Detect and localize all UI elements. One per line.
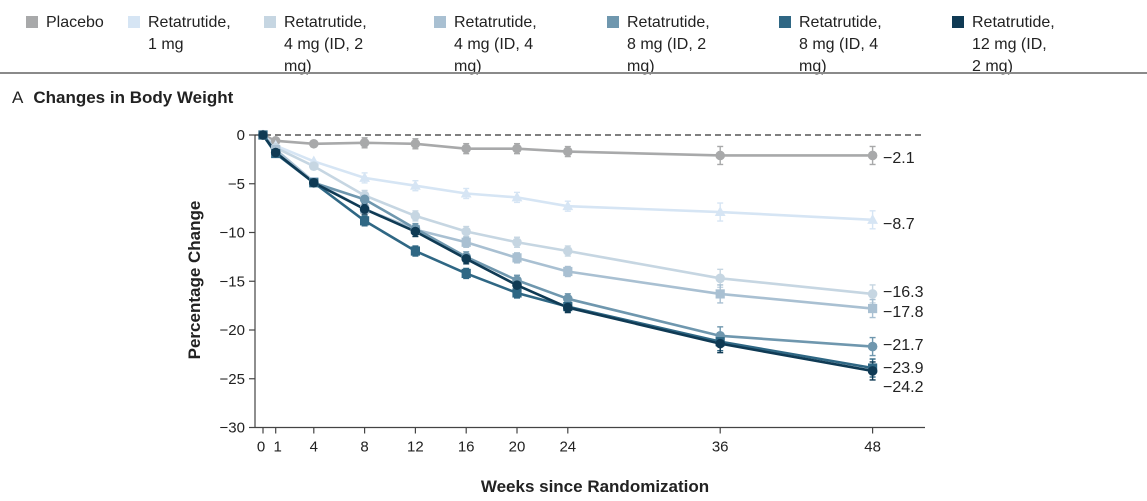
y-tick-label: −15 [220, 273, 245, 290]
data-point [511, 191, 523, 202]
data-point [867, 289, 878, 299]
series-line [261, 134, 873, 348]
legend-swatch [607, 16, 619, 28]
series-line [262, 133, 873, 157]
end-value-label: −16.3 [883, 284, 924, 301]
data-point [715, 273, 725, 284]
end-value-label: −2.1 [883, 150, 915, 167]
x-tick-label: 36 [712, 439, 729, 456]
y-tick-label: −25 [220, 371, 245, 388]
data-point [867, 341, 878, 352]
data-point [512, 237, 522, 248]
data-point [258, 130, 268, 140]
data-point [715, 289, 725, 299]
data-point [867, 214, 878, 224]
data-point [270, 147, 281, 158]
data-point [360, 216, 370, 226]
data-point [359, 172, 370, 182]
legend-divider [0, 72, 1147, 74]
data-point [461, 237, 471, 247]
data-point [867, 366, 878, 376]
end-value-label: −17.8 [883, 304, 924, 321]
panel-title-text: Changes in Body Weight [33, 88, 234, 107]
panel-title: A Changes in Body Weight [12, 88, 233, 108]
end-value-label: −23.9 [883, 360, 924, 377]
data-point [563, 246, 573, 256]
legend-label: Retatrutide, 12 mg (ID, 2 mg) [972, 14, 1055, 75]
y-tick-label: −20 [220, 322, 245, 339]
end-value-label: −24.2 [883, 379, 924, 396]
data-point [461, 143, 472, 154]
y-tick-label: 0 [237, 127, 245, 144]
x-tick-label: 4 [310, 439, 318, 456]
data-point [715, 150, 725, 161]
data-point [461, 226, 472, 237]
x-tick-label: 8 [360, 439, 368, 456]
x-axis-label: Weeks since Randomization [481, 477, 709, 496]
data-point [359, 138, 370, 148]
series-line [261, 134, 873, 373]
data-point [410, 179, 421, 190]
x-tick-label: 48 [864, 439, 881, 456]
legend-swatch [779, 16, 791, 28]
legend-swatch [434, 16, 446, 28]
legend-swatch [264, 16, 276, 28]
legend-label: Retatrutide, 4 mg (ID, 4 mg) [454, 14, 537, 75]
legend-swatch [26, 16, 38, 28]
data-point [309, 161, 319, 171]
data-point [460, 187, 472, 198]
data-point [563, 302, 573, 313]
legend-label: Retatrutide, 4 mg (ID, 2 mg) [284, 14, 367, 75]
data-point [512, 280, 522, 290]
data-point [714, 206, 726, 217]
x-tick-label: 0 [257, 439, 265, 456]
data-point [309, 177, 319, 188]
x-tick-label: 24 [559, 439, 576, 456]
y-axis-label: Percentage Change [185, 201, 204, 360]
data-point [410, 211, 421, 221]
data-point [512, 253, 522, 263]
end-value-label: −8.7 [883, 216, 915, 233]
y-tick-label: −5 [228, 176, 245, 193]
data-point [512, 143, 522, 154]
series-line [262, 134, 873, 296]
data-point [563, 266, 573, 277]
data-point [309, 138, 319, 149]
data-point [563, 294, 573, 304]
data-point [359, 194, 370, 205]
legend-label: Retatrutide, 8 mg (ID, 2 mg) [627, 14, 710, 75]
x-tick-label: 16 [458, 439, 475, 456]
legend-label: Retatrutide, 8 mg (ID, 4 mg) [799, 14, 882, 75]
series-line [262, 134, 873, 222]
x-tick-label: 20 [509, 439, 526, 456]
legend-swatch [952, 16, 964, 28]
y-tick-label: −10 [220, 225, 245, 242]
data-point [410, 138, 421, 149]
data-point [410, 226, 421, 237]
data-point [512, 288, 522, 298]
data-point [461, 268, 471, 279]
data-point [461, 254, 472, 264]
panel-letter: A [12, 88, 24, 107]
data-point [562, 200, 574, 211]
data-point [359, 204, 370, 214]
end-value-label: −21.7 [883, 337, 924, 354]
y-tick-label: −30 [220, 420, 245, 437]
legend: Placebo Retatrutide, 1 mg Retatrutide, 4 m… [0, 0, 1147, 75]
x-tick-label: 1 [274, 439, 282, 456]
legend-label: Retatrutide, 1 mg [148, 14, 231, 53]
data-point [867, 150, 878, 161]
series-line [262, 134, 873, 310]
data-point [410, 246, 420, 256]
x-tick-label: 12 [407, 439, 424, 456]
legend-label: Placebo [46, 14, 104, 31]
legend-swatch [128, 16, 140, 28]
data-point [563, 146, 573, 157]
data-point [868, 303, 878, 314]
data-point [715, 338, 725, 349]
